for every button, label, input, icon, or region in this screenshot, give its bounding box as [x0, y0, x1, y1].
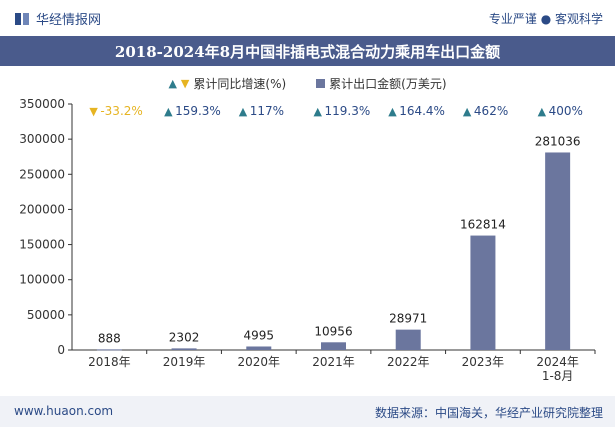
y-tick-label: 100000: [19, 273, 65, 287]
x-tick-label: 2020年: [238, 355, 281, 369]
bar: [171, 348, 197, 350]
growth-up-icon: ▲: [164, 105, 173, 118]
x-tick-label: 2023年: [462, 355, 505, 369]
growth-up-icon: ▲: [314, 105, 323, 118]
brand-logo-icon: [14, 11, 30, 27]
growth-up-icon: ▲: [388, 105, 397, 118]
x-tick-label: 2019年: [163, 355, 206, 369]
growth-rate-label: -33.2%: [100, 104, 142, 118]
legend: ▲ ▼ 累计同比增速(%) 累计出口金额(万美元): [0, 75, 615, 92]
bar-value-label: 28971: [389, 312, 427, 326]
bar-value-label: 2302: [169, 330, 200, 344]
growth-rate-label: 159.3%: [175, 104, 221, 118]
x-tick-label: 2018年: [88, 355, 131, 369]
growth-rate-label: 117%: [250, 104, 284, 118]
growth-down-icon: ▼: [89, 105, 98, 118]
y-tick-label: 300000: [19, 132, 65, 146]
chart-title: 2018-2024年8月中国非插电式混合动力乘用车出口金额: [0, 36, 615, 66]
y-tick-label: 200000: [19, 202, 65, 216]
x-tick-label: 2021年: [312, 355, 355, 369]
growth-up-icon: ▲: [463, 105, 472, 118]
legend-amount: 累计出口金额(万美元): [316, 75, 447, 92]
bar-value-label: 4995: [244, 328, 275, 342]
x-tick-label: 2024年: [536, 355, 579, 369]
footer: www.huaon.com 数据来源：中国海关，华经产业研究院整理: [0, 396, 615, 427]
bar: [470, 235, 496, 350]
y-tick-label: 250000: [19, 167, 65, 181]
bar: [395, 329, 421, 350]
growth-up-icon: ▲: [239, 105, 248, 118]
legend-square-icon: [316, 79, 326, 88]
brand-logo: 华经情报网: [14, 9, 101, 28]
bar: [96, 349, 122, 351]
footer-website: www.huaon.com: [14, 404, 114, 418]
bar-value-label: 162814: [460, 218, 506, 232]
growth-rate-label: 462%: [474, 104, 508, 118]
tagline: 专业严谨 ● 客观科学: [488, 12, 603, 26]
bar: [545, 152, 571, 350]
bar: [321, 342, 346, 350]
legend-growth-label: 累计同比增速(%): [193, 77, 287, 91]
bar: [246, 346, 272, 350]
legend-growth: ▲ ▼ 累计同比增速(%): [168, 75, 286, 92]
triangle-down-icon: ▼: [180, 77, 190, 90]
growth-rate-label: 119.3%: [325, 104, 371, 118]
bar-value-label: 10956: [314, 324, 352, 338]
y-tick-label: 50000: [27, 308, 65, 322]
x-tick-label: 2022年: [387, 355, 430, 369]
footer-source: 数据来源：中国海关，华经产业研究院整理: [374, 406, 603, 420]
chart-plot: 0 50000 100000 150000 200000 250000 300000 3500…: [19, 97, 596, 383]
legend-amount-label: 累计出口金额(万美元): [329, 77, 447, 91]
y-tick-label: 0: [57, 343, 65, 357]
y-tick-label: 350000: [19, 97, 65, 111]
growth-up-icon: ▲: [538, 105, 547, 118]
growth-rate-label: 400%: [549, 104, 583, 118]
top-bar: 华经情报网 专业严谨 ● 客观科学: [0, 0, 615, 37]
brand-name: 华经情报网: [36, 13, 102, 28]
bar-value-label: 888: [98, 331, 121, 345]
bar-value-label: 281036: [535, 134, 581, 148]
triangle-up-icon: ▲: [168, 77, 177, 90]
x-tick-label-line2: 1-8月: [542, 369, 574, 383]
growth-rate-label: 164.4%: [399, 104, 445, 118]
y-tick-label: 150000: [19, 238, 65, 252]
